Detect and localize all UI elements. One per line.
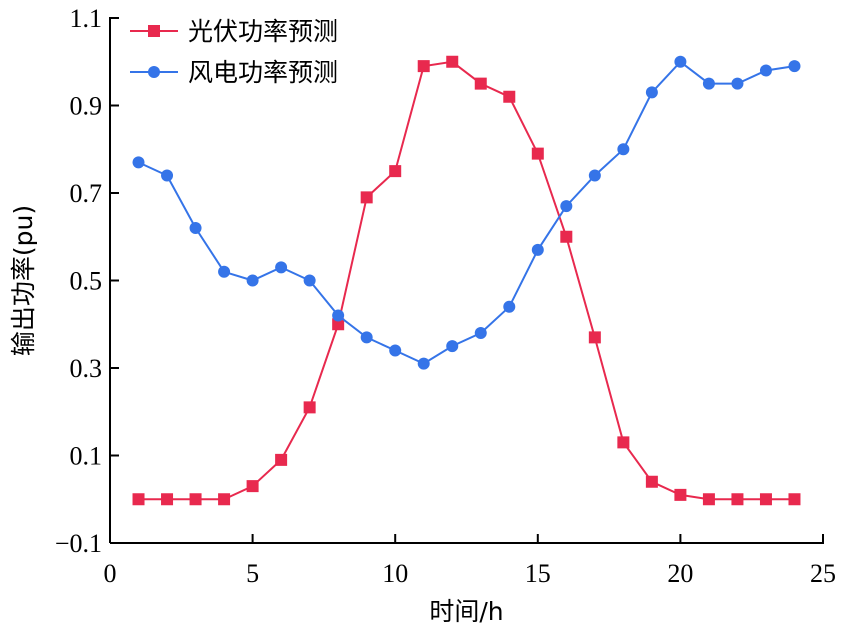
y-axis-ticks: −0.1 0.1 0.3 0.5 0.7 0.9 1.1 [55,4,119,558]
data-point [417,60,430,73]
data-point [132,493,145,506]
data-point [161,169,174,182]
data-point [303,274,316,287]
legend: 光伏功率预测 风电功率预测 [130,17,338,87]
data-point [560,200,573,213]
data-point [132,156,145,169]
data-point [417,357,430,370]
data-point [531,243,544,256]
series-wind [132,55,801,370]
x-tick-label: 20 [667,559,693,588]
data-point [446,55,459,68]
series-line [138,60,795,365]
x-tick-label: 15 [525,559,551,588]
y-axis-title: 输出功率(pu) [9,205,38,356]
data-point [759,493,772,506]
data-point [503,300,516,313]
y-tick-label: 0.5 [70,267,103,296]
data-point [731,77,744,90]
legend-wind-marker [148,66,160,78]
data-point [674,55,687,68]
data-point [189,222,202,234]
y-tick-label: 0.3 [70,354,103,383]
y-tick-label: 0.1 [70,442,103,471]
data-point [617,436,630,449]
data-point [617,143,630,156]
x-tick-label: 25 [810,559,836,588]
data-point [275,261,288,274]
data-point [218,493,231,506]
data-point [189,493,202,506]
data-point [332,318,345,331]
x-tick-label: 0 [104,559,117,588]
data-point [389,165,402,178]
x-tick-label: 5 [246,559,259,588]
data-point [588,331,601,344]
data-point [246,480,259,493]
data-point [531,147,544,160]
legend-pv-marker [148,25,160,37]
data-point [702,77,715,90]
data-point [474,327,487,339]
data-point [788,493,801,506]
series-line [138,60,795,501]
x-axis-ticks: 0 5 10 15 20 25 [104,534,836,588]
data-point [503,90,516,103]
legend-wind-label: 风电功率预测 [188,58,338,87]
data-point [360,191,373,204]
data-point [731,493,744,506]
data-point [446,340,459,353]
data-point [645,475,658,488]
y-tick-label: 0.7 [70,179,103,208]
data-point [332,309,345,322]
y-tick-label: 0.9 [70,92,103,121]
series-layer [132,55,801,506]
data-point [474,77,487,90]
y-tick-label: 1.1 [70,4,103,33]
data-point [702,493,715,506]
data-point [788,60,801,73]
data-point [674,488,687,501]
data-point [360,331,373,344]
data-point [389,344,402,357]
data-point [645,86,658,99]
x-tick-label: 10 [382,559,408,588]
data-point [303,401,316,414]
data-point [588,169,601,182]
legend-pv-label: 光伏功率预测 [188,17,338,46]
series-pv [132,55,801,506]
data-point [560,230,573,243]
data-point [275,453,288,466]
x-axis-title: 时间/h [429,597,503,626]
data-point [246,274,259,287]
data-point [161,493,174,506]
data-point [759,64,772,77]
y-tick-label: −0.1 [55,529,102,558]
data-point [218,265,231,278]
